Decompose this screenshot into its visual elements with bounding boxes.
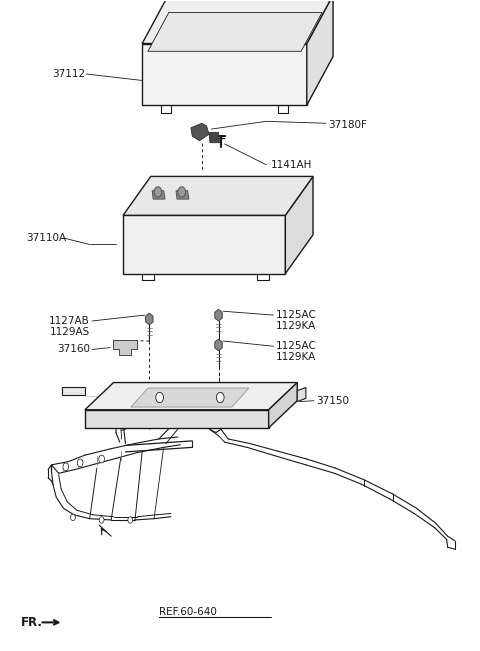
Polygon shape bbox=[307, 0, 333, 105]
Circle shape bbox=[128, 517, 132, 523]
Polygon shape bbox=[148, 12, 322, 51]
Text: 37160: 37160 bbox=[57, 344, 90, 355]
Text: 1129KA: 1129KA bbox=[276, 352, 316, 362]
Text: REF.60-640: REF.60-640 bbox=[159, 607, 217, 617]
Circle shape bbox=[156, 393, 164, 403]
Circle shape bbox=[77, 459, 83, 467]
Polygon shape bbox=[123, 176, 313, 215]
Polygon shape bbox=[62, 387, 85, 395]
Circle shape bbox=[71, 514, 75, 521]
Polygon shape bbox=[145, 313, 153, 325]
Polygon shape bbox=[215, 339, 222, 351]
Polygon shape bbox=[113, 340, 137, 355]
Polygon shape bbox=[285, 176, 313, 273]
Text: FR.: FR. bbox=[21, 616, 42, 629]
Text: 37112: 37112 bbox=[52, 69, 85, 79]
Circle shape bbox=[99, 455, 105, 463]
Polygon shape bbox=[215, 309, 222, 321]
Polygon shape bbox=[142, 44, 307, 105]
Text: 1125AC: 1125AC bbox=[276, 310, 317, 320]
Text: 37150: 37150 bbox=[316, 396, 349, 406]
Circle shape bbox=[99, 517, 104, 523]
Text: 1141AH: 1141AH bbox=[271, 159, 312, 170]
Polygon shape bbox=[85, 383, 297, 409]
Text: 1127AB: 1127AB bbox=[49, 316, 90, 326]
Text: 1129AS: 1129AS bbox=[49, 327, 90, 337]
Text: 1129KA: 1129KA bbox=[276, 321, 316, 331]
Text: 1125AC: 1125AC bbox=[276, 341, 317, 352]
Polygon shape bbox=[131, 388, 249, 407]
Polygon shape bbox=[269, 383, 297, 428]
Polygon shape bbox=[297, 387, 306, 402]
Circle shape bbox=[216, 393, 224, 403]
Text: 37110A: 37110A bbox=[26, 233, 66, 243]
Polygon shape bbox=[152, 191, 165, 199]
Polygon shape bbox=[85, 409, 269, 428]
Polygon shape bbox=[123, 215, 285, 273]
Polygon shape bbox=[191, 123, 209, 141]
Polygon shape bbox=[176, 191, 189, 199]
Text: 37180F: 37180F bbox=[328, 120, 367, 130]
Polygon shape bbox=[209, 132, 219, 143]
Polygon shape bbox=[142, 0, 333, 44]
Circle shape bbox=[154, 187, 162, 197]
Circle shape bbox=[178, 187, 186, 197]
Circle shape bbox=[63, 463, 69, 471]
